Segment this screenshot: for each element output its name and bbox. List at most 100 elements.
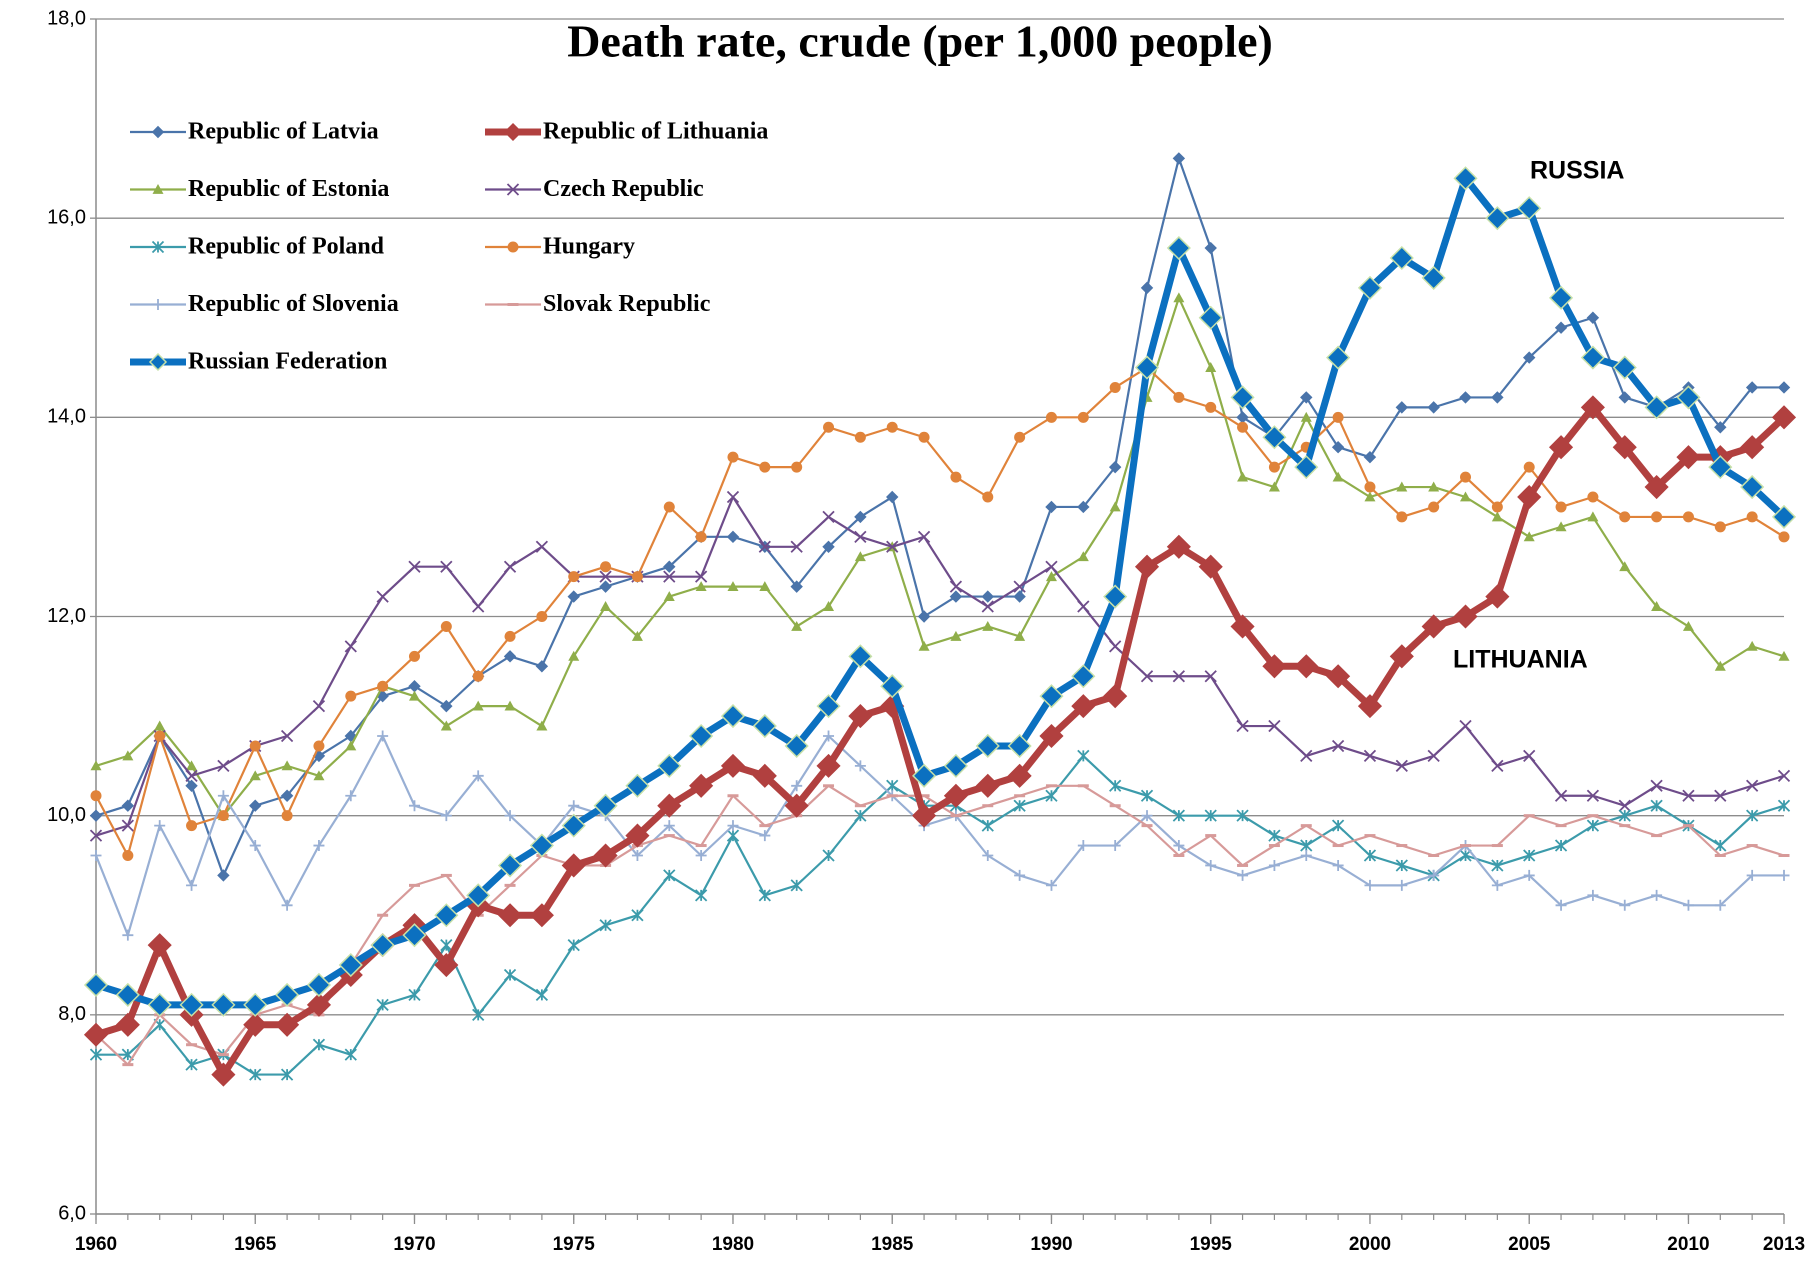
marker xyxy=(440,620,452,632)
marker-shape xyxy=(918,431,930,443)
legend-marker xyxy=(503,122,523,142)
marker-shape xyxy=(918,640,930,651)
marker-shape xyxy=(752,763,777,788)
marker xyxy=(1007,733,1032,759)
x-tick-label: 1975 xyxy=(553,1234,596,1255)
marker-shape xyxy=(1077,840,1089,852)
marker xyxy=(1326,345,1351,370)
marker-shape xyxy=(243,992,268,1017)
legend-entry: Hungary xyxy=(485,234,635,260)
marker-shape xyxy=(1740,435,1765,460)
marker-shape xyxy=(886,421,898,433)
marker-shape xyxy=(1357,275,1383,300)
marker-shape xyxy=(186,879,198,891)
marker xyxy=(657,793,682,818)
marker xyxy=(1554,321,1568,334)
marker xyxy=(1554,789,1568,802)
marker-shape xyxy=(440,620,452,632)
marker xyxy=(440,699,453,713)
marker-shape xyxy=(1077,551,1089,562)
marker-shape xyxy=(151,125,165,139)
x-tick-label: 1995 xyxy=(1190,1234,1233,1255)
marker xyxy=(1517,196,1542,221)
marker-shape xyxy=(1013,590,1026,603)
marker xyxy=(1587,889,1599,901)
marker xyxy=(981,819,994,832)
marker-shape xyxy=(593,843,618,868)
marker xyxy=(440,810,452,822)
marker-shape xyxy=(854,510,867,524)
marker-shape xyxy=(1364,491,1376,502)
marker-shape xyxy=(115,1012,140,1037)
marker xyxy=(1421,614,1446,639)
marker xyxy=(759,461,771,473)
marker-shape xyxy=(249,840,261,852)
marker xyxy=(1517,484,1542,510)
marker-shape xyxy=(466,883,491,908)
marker xyxy=(434,952,459,978)
marker-shape xyxy=(943,783,968,808)
marker-shape xyxy=(1517,484,1542,510)
marker xyxy=(975,773,1000,798)
marker xyxy=(631,850,643,861)
marker xyxy=(217,790,229,802)
marker xyxy=(663,570,676,583)
marker-shape xyxy=(1612,435,1637,460)
marker xyxy=(1108,460,1122,474)
marker xyxy=(1205,401,1217,413)
marker xyxy=(1491,879,1503,891)
marker xyxy=(982,491,994,503)
legend-label: Republic of Lithuania xyxy=(543,119,768,145)
marker xyxy=(975,733,1000,759)
marker xyxy=(1166,534,1191,559)
marker-shape xyxy=(535,660,549,673)
marker-shape xyxy=(1491,759,1504,773)
marker-shape xyxy=(1300,839,1313,852)
marker xyxy=(791,780,803,792)
marker xyxy=(663,591,675,601)
marker-shape xyxy=(727,820,739,832)
legend-label: Republic of Latvia xyxy=(188,119,379,145)
legend-entry: Russian Federation xyxy=(130,349,387,375)
marker xyxy=(121,799,135,812)
x-tick-label: 2013 xyxy=(1763,1234,1805,1255)
marker-shape xyxy=(726,829,740,842)
marker-shape xyxy=(631,630,643,641)
marker-shape xyxy=(185,769,198,782)
marker xyxy=(90,790,102,802)
marker xyxy=(784,793,809,818)
marker-shape xyxy=(344,640,357,653)
y-tick-label: 12,0 xyxy=(47,605,86,627)
marker-shape xyxy=(1650,799,1663,812)
marker-shape xyxy=(1491,391,1504,404)
marker xyxy=(89,1048,103,1061)
marker xyxy=(695,531,707,543)
marker xyxy=(727,820,739,832)
marker xyxy=(599,919,612,932)
marker-shape xyxy=(90,790,102,802)
marker-shape xyxy=(376,590,389,603)
marker xyxy=(625,823,650,848)
marker xyxy=(89,829,103,842)
marker-shape xyxy=(275,982,300,1007)
marker xyxy=(243,992,268,1017)
marker xyxy=(440,560,453,573)
marker xyxy=(186,760,198,771)
marker-shape xyxy=(759,461,771,473)
marker-shape xyxy=(1523,531,1535,542)
marker xyxy=(568,571,580,583)
marker-shape xyxy=(1237,421,1249,433)
marker xyxy=(370,933,395,958)
marker xyxy=(1237,471,1249,482)
marker xyxy=(249,740,261,752)
marker-shape xyxy=(1045,500,1058,514)
annotation: RUSSIA xyxy=(1530,157,1624,185)
marker-shape xyxy=(1714,899,1726,911)
marker xyxy=(344,640,357,653)
marker-shape xyxy=(561,813,586,838)
marker xyxy=(1682,899,1694,911)
marker xyxy=(1363,450,1377,464)
marker xyxy=(943,783,968,808)
marker xyxy=(376,998,389,1012)
marker-shape xyxy=(727,451,739,463)
